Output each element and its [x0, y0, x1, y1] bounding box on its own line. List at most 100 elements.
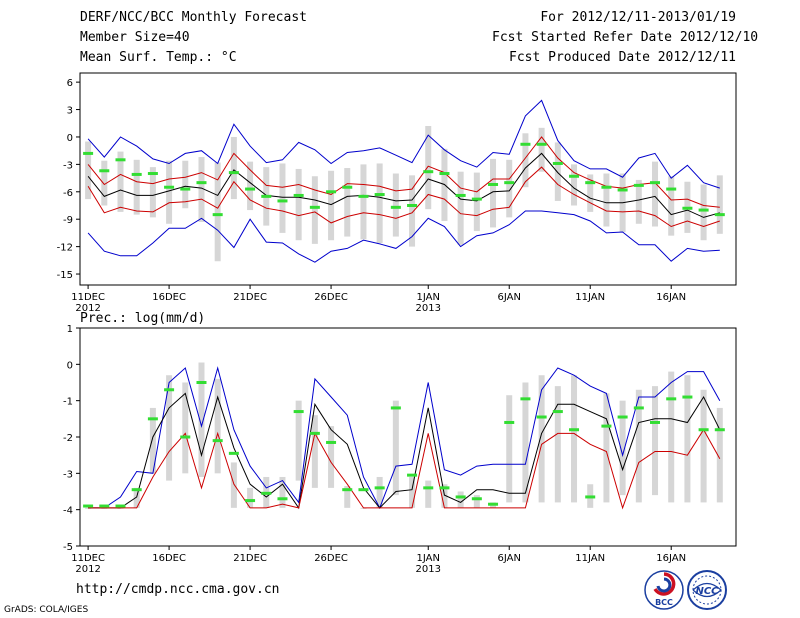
observation-marker	[245, 499, 256, 503]
spread-box	[279, 163, 286, 233]
spread-box	[360, 164, 367, 240]
plot-frame	[79, 72, 737, 286]
series-line-ensemble-max	[87, 99, 720, 189]
observation-marker	[666, 187, 677, 191]
spread-box	[85, 141, 92, 200]
spread-box	[538, 127, 545, 172]
spread-box	[554, 142, 561, 201]
observation-marker	[682, 395, 693, 399]
x-tick-label: 11JAN	[575, 553, 605, 564]
x-tick-year-label: 2012	[75, 303, 100, 314]
observation-marker	[488, 502, 499, 506]
observation-marker	[407, 473, 418, 477]
series-line-ensemble-max	[88, 366, 721, 510]
spread-box	[571, 164, 578, 206]
series-line-ensemble-upper	[87, 136, 720, 208]
observation-marker	[147, 417, 158, 421]
observation-marker	[682, 206, 693, 210]
ncc-logo-text: NCC	[695, 586, 719, 597]
y-tick-label: 0	[67, 360, 73, 371]
x-tick-label: 26DEC	[314, 292, 348, 303]
observation-marker	[698, 208, 709, 212]
x-tick-year-label: 2013	[416, 303, 441, 314]
x-tick-label: 11JAN	[575, 292, 605, 303]
x-tick-label: 21DEC	[233, 292, 267, 303]
spread-box	[457, 491, 464, 508]
observation-marker	[309, 431, 320, 435]
observation-marker	[180, 187, 191, 191]
y-tick-label: 0	[67, 133, 73, 144]
y-tick-label: -1	[63, 397, 73, 408]
observation-marker	[650, 420, 661, 424]
footer-url[interactable]: http://cmdp.ncc.cma.gov.cn	[76, 582, 280, 597]
spread-box	[652, 161, 659, 227]
produced-date: Fcst Produced Date 2012/12/11	[509, 50, 736, 65]
observation-marker	[585, 495, 596, 499]
observation-marker	[245, 187, 256, 191]
grads-credit: GrADS: COLA/IGES	[4, 605, 89, 615]
observation-marker	[261, 491, 272, 495]
spread-box	[295, 400, 302, 481]
observation-marker	[536, 142, 547, 146]
series-line-ensemble-mean	[87, 152, 720, 218]
observation-marker	[390, 406, 401, 410]
observation-marker	[196, 381, 207, 384]
observation-marker	[196, 181, 207, 185]
spread-box	[506, 395, 513, 503]
spread-box	[409, 175, 416, 247]
spread-box	[473, 495, 480, 508]
spread-box	[441, 484, 448, 508]
observation-marker	[228, 451, 239, 455]
observation-marker	[115, 504, 126, 508]
ncc-logo: NCC	[687, 570, 727, 610]
observation-marker	[569, 174, 580, 178]
spread-box	[182, 382, 189, 474]
observation-marker	[83, 504, 94, 508]
spread-box	[457, 171, 464, 245]
x-tick-year-label: 2013	[416, 564, 441, 575]
spread-box	[214, 162, 221, 262]
observation-marker	[423, 170, 434, 174]
series-line-ensemble-lower	[87, 166, 720, 228]
x-tick-label: 16JAN	[656, 292, 686, 303]
spread-box	[716, 407, 723, 503]
observation-marker	[309, 205, 320, 209]
y-tick-label: -2	[63, 433, 73, 444]
spread-box	[149, 167, 156, 218]
spread-box	[344, 168, 351, 237]
observation-marker	[504, 181, 515, 185]
y-tick-label: -4	[63, 506, 73, 517]
observation-marker	[407, 204, 418, 207]
spread-box	[133, 159, 140, 215]
y-tick-label: -6	[63, 188, 73, 199]
spread-box	[603, 173, 610, 227]
spread-box	[684, 375, 691, 503]
chart-title: DERF/NCC/BCC Monthly Forecast	[80, 10, 307, 25]
observation-marker	[228, 171, 239, 175]
spread-box	[652, 386, 659, 496]
observation-marker	[261, 194, 272, 198]
member-size: Member Size=40	[80, 30, 190, 45]
observation-marker	[569, 428, 580, 432]
header-left: DERF/NCC/BCC Monthly Forecast Member Siz…	[80, 10, 307, 70]
observation-marker	[164, 185, 175, 189]
spread-box	[149, 407, 156, 474]
observation-marker	[99, 504, 110, 508]
spread-box	[668, 176, 675, 236]
spread-box	[328, 426, 335, 488]
spread-box	[166, 375, 173, 481]
observation-marker	[439, 172, 450, 176]
x-tick-label: 1JAN	[417, 553, 440, 564]
spread-box	[490, 158, 497, 228]
observation-marker	[99, 169, 110, 173]
x-tick-label: 21DEC	[233, 553, 267, 564]
y-tick-label: -12	[57, 243, 73, 254]
spread-box	[247, 161, 254, 211]
spread-box	[328, 170, 335, 241]
observation-marker	[390, 205, 401, 209]
x-tick-label: 16DEC	[152, 292, 186, 303]
spread-box	[376, 476, 383, 508]
spread-box	[392, 400, 399, 496]
observation-marker	[342, 185, 353, 189]
